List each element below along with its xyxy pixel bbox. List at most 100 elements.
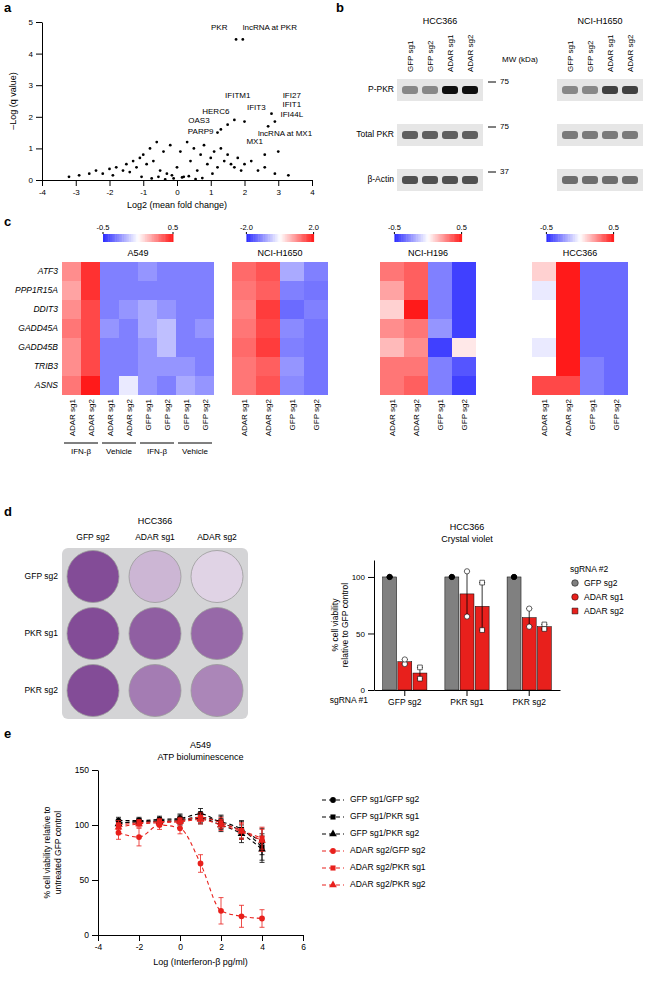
point bbox=[125, 163, 128, 166]
heatmap: ADAR sg1ADAR sg2GFP sg1GFP sg2NCI-H196-0… bbox=[380, 223, 476, 436]
cell bbox=[138, 281, 157, 300]
cells bbox=[532, 262, 628, 395]
column-label: ADAR sg1 bbox=[135, 532, 175, 542]
cell bbox=[404, 376, 428, 395]
point bbox=[155, 141, 158, 144]
point bbox=[270, 112, 273, 115]
cell bbox=[604, 262, 628, 281]
tick-label: 0 bbox=[84, 930, 89, 940]
cell bbox=[256, 319, 280, 338]
point bbox=[239, 828, 245, 834]
replicate-point bbox=[418, 676, 423, 681]
tick-label: -1 bbox=[140, 188, 148, 197]
cell bbox=[195, 300, 214, 319]
band bbox=[622, 131, 638, 139]
annotation: OAS3 bbox=[188, 116, 210, 125]
colorbar-label: -2.0 bbox=[240, 223, 253, 232]
title: HCC366 bbox=[138, 516, 173, 526]
tick-label: PKR sg2 bbox=[512, 697, 546, 707]
tick-mark bbox=[36, 180, 42, 181]
tick-label: 4 bbox=[310, 188, 315, 197]
tick: -2 bbox=[136, 935, 144, 952]
axis-yticks: 050100 bbox=[352, 561, 375, 696]
point bbox=[194, 178, 197, 180]
point bbox=[196, 169, 199, 172]
tick-label: 50 bbox=[80, 875, 90, 885]
tick-mark bbox=[312, 180, 313, 186]
cell bbox=[81, 281, 100, 300]
column-label: GFP sg1 bbox=[182, 398, 191, 430]
point bbox=[157, 175, 160, 178]
axis-line bbox=[374, 561, 375, 691]
cell bbox=[304, 300, 328, 319]
annotation: IFI27 bbox=[283, 91, 302, 100]
column-label: GFP sg2 bbox=[612, 398, 621, 430]
cell bbox=[176, 281, 195, 300]
cell bbox=[232, 262, 256, 281]
point bbox=[216, 131, 219, 134]
row-label: GFP sg2 bbox=[25, 571, 59, 581]
cell bbox=[428, 376, 452, 395]
tick: 0 bbox=[84, 930, 98, 940]
cell bbox=[604, 338, 628, 357]
cell bbox=[119, 376, 138, 395]
cell bbox=[304, 357, 328, 376]
cell bbox=[232, 319, 256, 338]
point bbox=[219, 128, 222, 131]
cell bbox=[138, 376, 157, 395]
cell bbox=[556, 319, 580, 338]
band bbox=[462, 176, 478, 184]
point bbox=[172, 177, 175, 180]
band bbox=[442, 131, 458, 139]
tick-mark bbox=[92, 825, 98, 826]
tick: PKR sg2 bbox=[512, 690, 546, 707]
tick: 0 bbox=[29, 176, 42, 185]
tick-label: 2 bbox=[219, 942, 224, 952]
point bbox=[95, 169, 98, 172]
legend-marker bbox=[329, 830, 337, 837]
point bbox=[240, 169, 243, 172]
colorbar-label: 0.5 bbox=[608, 223, 618, 232]
cell bbox=[580, 300, 604, 319]
title: A549 bbox=[190, 740, 211, 750]
point bbox=[239, 913, 245, 919]
cell bbox=[256, 300, 280, 319]
column-label: ADAR sg1 bbox=[388, 398, 397, 436]
cell bbox=[157, 319, 176, 338]
point bbox=[186, 141, 189, 144]
cell bbox=[62, 262, 81, 281]
point bbox=[226, 153, 229, 156]
cell bbox=[532, 357, 556, 376]
band bbox=[582, 131, 598, 139]
cell bbox=[195, 281, 214, 300]
axis-title: sgRNA #1 bbox=[330, 695, 369, 705]
tick-mark bbox=[368, 633, 374, 634]
cell bbox=[280, 300, 304, 319]
band bbox=[422, 176, 438, 184]
cell bbox=[280, 338, 304, 357]
cell bbox=[100, 338, 119, 357]
well bbox=[129, 608, 181, 660]
title: HCC366 bbox=[450, 522, 485, 532]
point bbox=[267, 125, 270, 128]
point bbox=[199, 153, 202, 156]
axis-yticks: 050100150 bbox=[75, 765, 99, 940]
point bbox=[243, 163, 246, 166]
point bbox=[108, 168, 111, 171]
cell bbox=[580, 262, 604, 281]
tick: -4 bbox=[95, 935, 103, 952]
cell bbox=[428, 319, 452, 338]
tick: -1 bbox=[140, 180, 148, 197]
cell bbox=[452, 319, 476, 338]
axis-xticks: -4-3-2-101234 bbox=[39, 180, 315, 197]
blot-strip bbox=[557, 169, 643, 191]
cell bbox=[256, 338, 280, 357]
tick: 2 bbox=[243, 180, 248, 197]
cell bbox=[195, 319, 214, 338]
lane-label: ADAR sg1 bbox=[606, 34, 615, 72]
error-bar bbox=[198, 855, 203, 873]
cell bbox=[556, 262, 580, 281]
tick: PKR sg1 bbox=[450, 690, 484, 707]
bars bbox=[383, 569, 552, 690]
cell bbox=[304, 281, 328, 300]
